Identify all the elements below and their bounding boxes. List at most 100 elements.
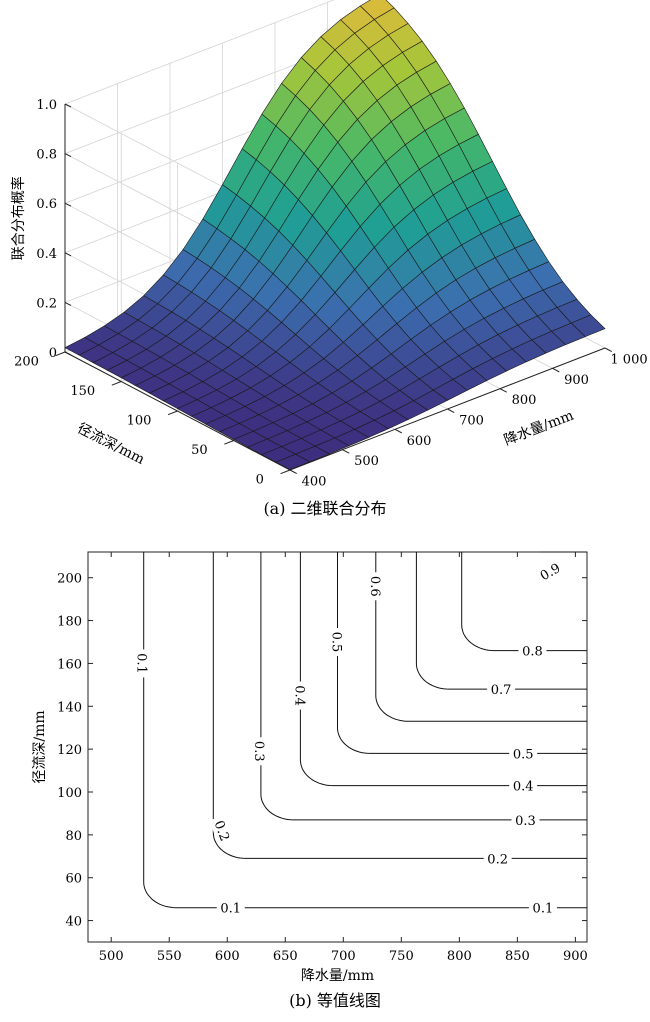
x-tick-label: 500	[354, 454, 379, 469]
x-tick-label: 600	[407, 434, 432, 449]
contour-label: 0.1	[533, 902, 554, 917]
x-tick-mark	[604, 347, 612, 352]
contour-label: 0.2	[487, 852, 508, 867]
y-tick-mark	[55, 351, 66, 357]
y-tick-label: 160	[57, 657, 82, 672]
contour-line-0.2	[212, 552, 587, 859]
contour-line-0.5	[337, 552, 587, 754]
contour-line-0.6	[375, 552, 587, 722]
contour-label: 0.3	[515, 814, 536, 829]
contour-label-bg	[487, 680, 516, 699]
contour-label-bg	[209, 814, 236, 847]
surface-patch	[570, 314, 606, 337]
y-tick-label: 150	[70, 384, 95, 399]
x-tick-mark	[342, 449, 350, 454]
x-tick-label: 400	[302, 474, 327, 489]
contour-label: 0.6	[367, 576, 382, 597]
contour-plot: 500 550 600 650 700 750 800 850 900 40 60 80 100 120 1…	[32, 551, 588, 984]
contour-line-0.4	[299, 552, 587, 787]
contour-label-bg	[291, 681, 310, 710]
contour-label-bg	[328, 628, 347, 656]
contour-line-0.7	[415, 552, 587, 690]
x-tick-label: 550	[157, 949, 182, 964]
x-tick-mark	[552, 367, 560, 373]
z-tick-label: 0.6	[36, 197, 57, 212]
z-tick-label: 0.2	[36, 296, 57, 311]
contour-label-bg	[483, 849, 512, 868]
contour-label-bg	[366, 572, 385, 601]
z-tick-label: 0.8	[36, 148, 57, 163]
x-tick-label: 700	[459, 413, 484, 428]
x-tick-mark	[289, 469, 297, 474]
x-tick-label: 900	[563, 949, 588, 964]
contour-caption: (b) 等值线图	[289, 991, 381, 1010]
contour-line-0.3	[260, 552, 587, 821]
contour-label: 0.1	[134, 653, 149, 674]
y-tick-label: 140	[57, 700, 82, 715]
contour-label-bg	[528, 898, 557, 917]
surface-caption: (a) 二维联合分布	[263, 499, 386, 518]
x-tick-mark	[447, 408, 455, 413]
contour-label: 0.4	[513, 780, 534, 795]
z-tick-mark	[64, 202, 72, 207]
y-tick-label: 40	[65, 915, 82, 930]
y-tick-mark	[167, 410, 178, 416]
y-tick-mark	[280, 469, 291, 475]
contour-label-bg	[518, 641, 547, 660]
x-tick-label: 900	[564, 373, 589, 388]
z-tick-label: 0	[49, 346, 57, 361]
x-tick-label: 500	[99, 949, 124, 964]
contour-label: 0.1	[220, 902, 241, 917]
contour-label: 0.5	[329, 632, 344, 653]
x-tick-label: 700	[331, 949, 356, 964]
x-tick-label: 750	[389, 949, 414, 964]
y-tick-label: 120	[57, 743, 82, 758]
contour-line-0.8	[461, 552, 587, 652]
contour-label: 0.5	[513, 747, 534, 762]
z-tick-mark	[64, 301, 72, 306]
contour-label: 0.8	[522, 645, 543, 660]
y-tick-label: 80	[65, 829, 82, 844]
y-tick-label: 60	[65, 872, 82, 887]
z-tick-mark	[64, 153, 72, 158]
x-axis-label: 降水量/mm	[502, 408, 576, 449]
x-axis-label: 降水量/mm	[301, 968, 374, 984]
contour-label-bg	[511, 810, 540, 829]
surface-plot: 400 500 600 700 800 900 1 000 0 50 100 150 200 0 0.2 0…	[10, 0, 648, 489]
contour-label: 0.4	[291, 685, 306, 706]
z-tick-mark	[64, 351, 72, 356]
surface-mesh	[64, 0, 606, 470]
contour-lines	[143, 551, 587, 909]
x-tick-label: 800	[447, 949, 472, 964]
contour-label-bg	[533, 556, 567, 587]
contour-label: 0.7	[491, 683, 512, 698]
x-tick-label: 850	[505, 949, 530, 964]
z-tick-label: 0.4	[36, 247, 57, 262]
x-tick-label: 600	[215, 949, 240, 964]
z-tick-label: 1.0	[36, 98, 57, 113]
y-tick-mark	[111, 381, 122, 386]
x-tick-label: 1 000	[610, 352, 647, 367]
y-tick-mark	[224, 440, 234, 445]
y-tick-label: 50	[191, 443, 208, 458]
contour-label-bg	[509, 744, 538, 763]
contour-line-0.1	[143, 552, 587, 909]
contour-label: 0.3	[251, 741, 266, 762]
x-tick-label: 800	[512, 393, 537, 408]
y-tick-label: 100	[127, 414, 152, 429]
contour-label-bg	[250, 737, 269, 766]
contour-label-bg	[509, 776, 538, 795]
x-tick-label: 650	[273, 949, 298, 964]
z-axis-label: 联合分布概率	[10, 176, 27, 260]
y-tick-label: 200	[14, 355, 39, 370]
contour-label-bg	[216, 898, 245, 917]
y-axis-label: 径流深/mm	[32, 710, 48, 783]
x-tick-mark	[394, 428, 402, 434]
y-tick-label: 180	[57, 615, 82, 630]
z-tick-mark	[64, 103, 72, 108]
z-tick-mark	[64, 252, 72, 257]
contour-label-bg	[133, 649, 152, 678]
y-tick-label: 100	[57, 786, 82, 801]
x-tick-mark	[499, 388, 507, 393]
